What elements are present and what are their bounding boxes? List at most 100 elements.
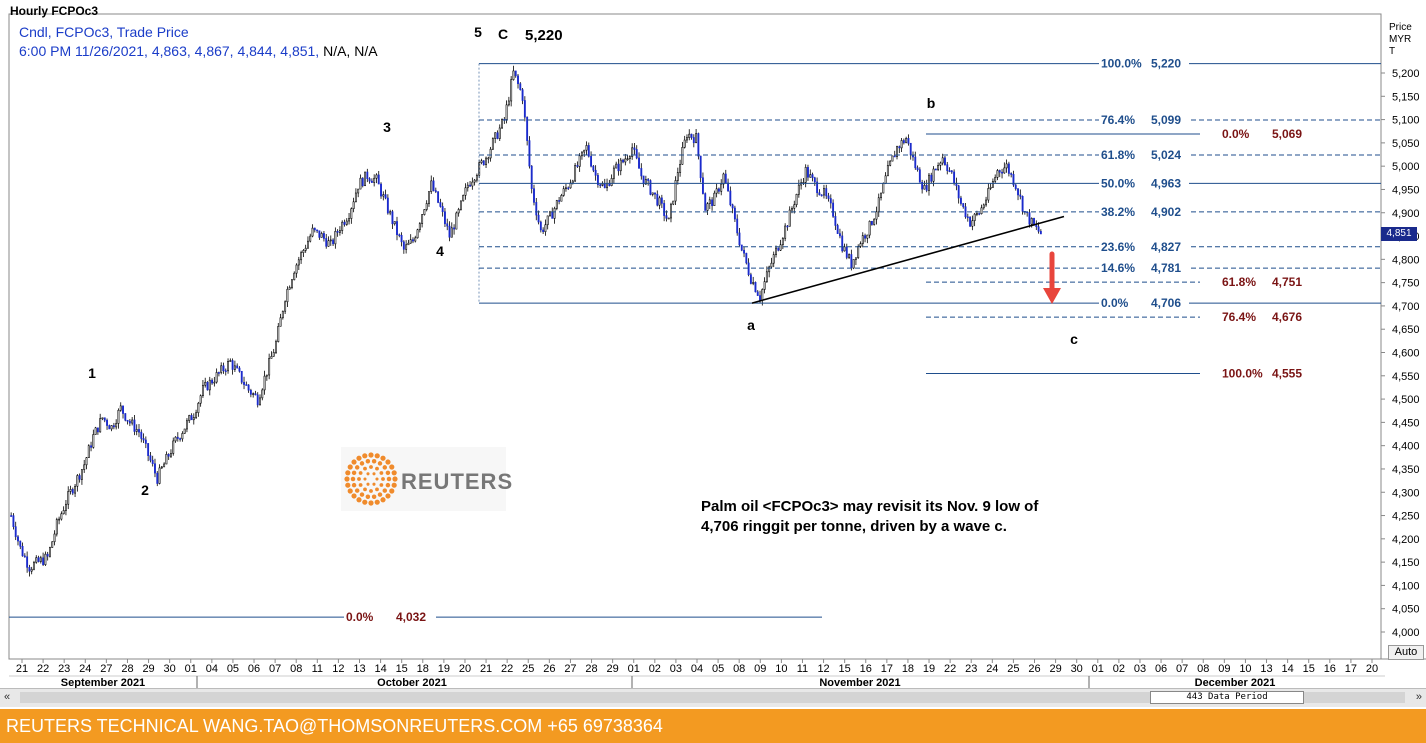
logo-dot [363, 477, 367, 481]
candle-body [405, 244, 408, 250]
candle-body [302, 250, 305, 253]
logo-dot [379, 471, 384, 475]
candle-body [635, 149, 638, 159]
logo-dot [368, 452, 374, 458]
candle-body [158, 467, 161, 484]
candle-body [832, 202, 835, 217]
candle-body [119, 405, 122, 411]
logo-dot [365, 459, 371, 464]
x-tick-label: 24 [79, 663, 91, 675]
x-tick-label: 03 [1134, 663, 1146, 675]
candle-body [631, 147, 634, 157]
x-tick-label: 19 [923, 663, 935, 675]
candle-body [494, 132, 497, 139]
candle-body [33, 562, 35, 570]
candle-body [960, 197, 962, 204]
candle-body [980, 207, 983, 215]
candle-body [571, 180, 574, 184]
candle-body [459, 200, 462, 210]
candle-body [281, 310, 284, 319]
candle-body [42, 557, 45, 565]
candle-body [108, 425, 111, 430]
logo-dot [347, 464, 353, 470]
candle-body [937, 165, 940, 170]
x-tick-label: 14 [1282, 663, 1294, 675]
candle-body [934, 168, 937, 171]
candle-body [49, 547, 51, 557]
candle-body [674, 180, 677, 202]
logo-dot [366, 482, 370, 486]
candle-body [829, 198, 832, 204]
candle-body [745, 252, 748, 264]
scrollbar-track[interactable] [20, 692, 1405, 703]
candle-body [252, 393, 255, 395]
candle-body [841, 235, 844, 252]
candle-body [448, 225, 451, 238]
month-label: November 2021 [819, 677, 900, 688]
candle-body [852, 259, 855, 269]
logo-dot [366, 472, 370, 476]
candle-body [409, 239, 412, 244]
fib-value-label: 4,963 [1151, 176, 1181, 190]
fib-ext-pct-label: 61.8% [1222, 275, 1256, 289]
fib-ext-value-label: 5,069 [1272, 127, 1302, 141]
candle-body [601, 183, 604, 186]
candle-body [432, 180, 435, 191]
candle-body [437, 191, 440, 203]
candle-body [930, 174, 933, 182]
x-tick-label: 18 [902, 663, 914, 675]
candle-body [973, 213, 976, 221]
candle-body [14, 526, 17, 538]
scroll-left-icon[interactable]: « [4, 691, 11, 703]
candle-body [900, 140, 903, 149]
candle-body [640, 168, 643, 177]
candle-body [535, 202, 538, 216]
candle-body [263, 375, 266, 391]
candle-body [781, 237, 784, 246]
fib-pct-label: 100.0% [1101, 57, 1142, 71]
candle-body [320, 233, 323, 238]
candle-body [270, 356, 273, 359]
candle-body [199, 395, 202, 404]
x-tick-label: 30 [164, 663, 176, 675]
fib-value-label: 4,902 [1151, 205, 1181, 219]
candle-body [521, 89, 524, 101]
x-tick-label: 06 [248, 663, 260, 675]
candle-body [229, 360, 232, 362]
candle-body [768, 266, 771, 273]
candle-body [560, 195, 563, 202]
fib-label-bg [1099, 176, 1189, 191]
candle-body [928, 174, 930, 191]
logo-dot [362, 499, 368, 505]
candle-body [1037, 226, 1040, 232]
candle-body [786, 225, 789, 228]
candle-body [617, 163, 620, 172]
candle-body [149, 455, 152, 461]
candle-body [327, 240, 330, 247]
candle-body [985, 199, 988, 206]
candle-body [681, 147, 684, 165]
candle-body [151, 459, 154, 465]
candle-body [482, 160, 485, 166]
candle-body [836, 225, 839, 234]
candle-body [779, 244, 782, 251]
candle-body [475, 174, 478, 181]
candle-body [197, 402, 200, 414]
x-tick-label: 11 [312, 663, 323, 675]
candle-body [357, 188, 360, 194]
candle-body [236, 365, 239, 369]
candle-body [341, 221, 344, 231]
logo-dot [391, 470, 397, 476]
candle-body [101, 417, 104, 420]
time-scrollbar[interactable]: « 443 Data Period » [0, 688, 1426, 707]
scroll-right-icon[interactable]: » [1415, 691, 1422, 703]
candle-body [51, 541, 54, 548]
x-tick-label: 02 [649, 663, 661, 675]
auto-scale-button[interactable]: Auto [1388, 645, 1424, 660]
candle-body [39, 557, 42, 562]
candle-body [923, 184, 926, 190]
candle-body [670, 203, 672, 219]
x-tick-label: 03 [670, 663, 682, 675]
candle-body [706, 203, 709, 211]
candle-body [418, 223, 421, 231]
